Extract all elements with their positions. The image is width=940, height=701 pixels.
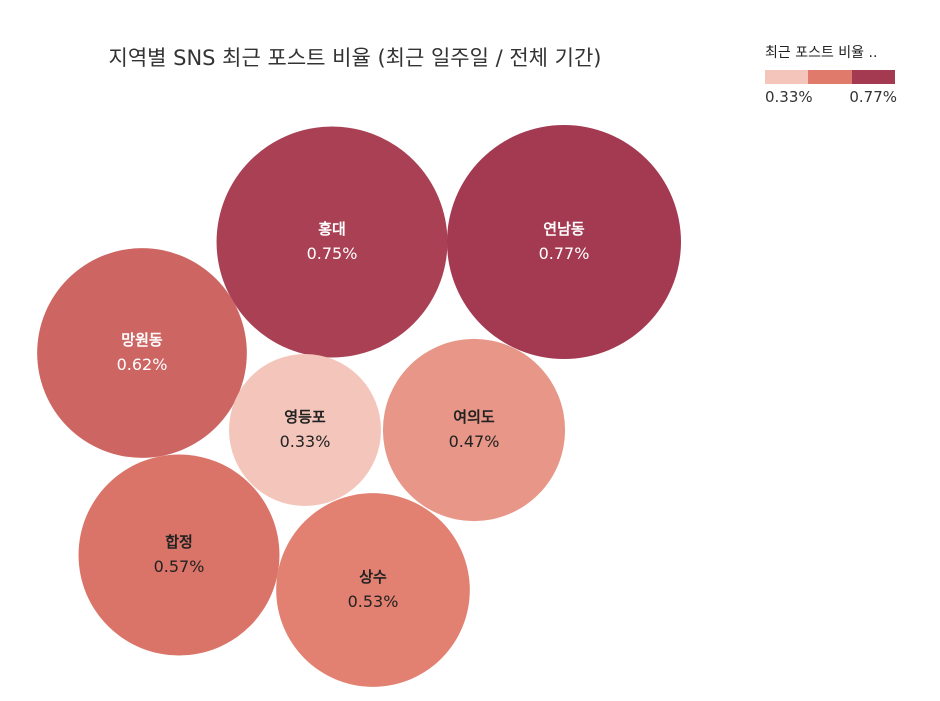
bubble-2[interactable]: 망원동 0.62% <box>37 248 247 458</box>
bubble-name-label: 홍대 <box>318 220 346 238</box>
bubble-1[interactable]: 연남동 0.77% <box>447 125 681 359</box>
bubble-value-label: 0.47% <box>449 432 500 451</box>
bubble-name-label: 상수 <box>359 568 387 586</box>
bubble-name-label: 연남동 <box>543 220 585 238</box>
bubble-3[interactable]: 영등포 0.33% <box>229 354 381 506</box>
legend-swatch-low <box>765 70 809 84</box>
bubble-circle[interactable] <box>276 493 470 687</box>
bubble-circle[interactable] <box>78 454 280 656</box>
bubble-circle[interactable] <box>229 354 381 506</box>
bubble-value-label: 0.75% <box>307 244 358 263</box>
bubble-0[interactable]: 홍대 0.75% <box>216 126 448 358</box>
bubble-value-label: 0.77% <box>539 244 590 263</box>
bubble-value-label: 0.57% <box>154 557 205 576</box>
bubble-6[interactable]: 상수 0.53% <box>276 493 470 687</box>
legend-color-bar <box>765 70 895 84</box>
bubble-value-label: 0.62% <box>117 355 168 374</box>
legend-max-label: 0.77% <box>849 88 897 106</box>
bubble-5[interactable]: 합정 0.57% <box>78 454 280 656</box>
bubble-circle[interactable] <box>216 126 448 358</box>
color-legend[interactable]: 최근 포스트 비율 .. 0.33% 0.77% <box>765 42 905 106</box>
legend-swatch-mid <box>808 70 852 84</box>
bubble-name-label: 여의도 <box>453 408 495 426</box>
bubble-name-label: 영등포 <box>284 408 326 426</box>
bubble-name-label: 망원동 <box>121 331 163 349</box>
bubble-circle[interactable] <box>37 248 247 458</box>
chart-title: 지역별 SNS 최근 포스트 비율 (최근 일주일 / 전체 기간) <box>108 46 602 70</box>
legend-swatch-high <box>851 70 895 84</box>
legend-min-label: 0.33% <box>765 88 813 106</box>
bubble-value-label: 0.33% <box>280 432 331 451</box>
legend-title: 최근 포스트 비율 .. <box>765 45 878 61</box>
bubble-circle[interactable] <box>447 125 681 359</box>
bubble-value-label: 0.53% <box>348 592 399 611</box>
bubble-4[interactable]: 여의도 0.47% <box>382 338 566 522</box>
bubble-circle[interactable] <box>382 338 566 522</box>
bubble-name-label: 합정 <box>165 533 193 551</box>
